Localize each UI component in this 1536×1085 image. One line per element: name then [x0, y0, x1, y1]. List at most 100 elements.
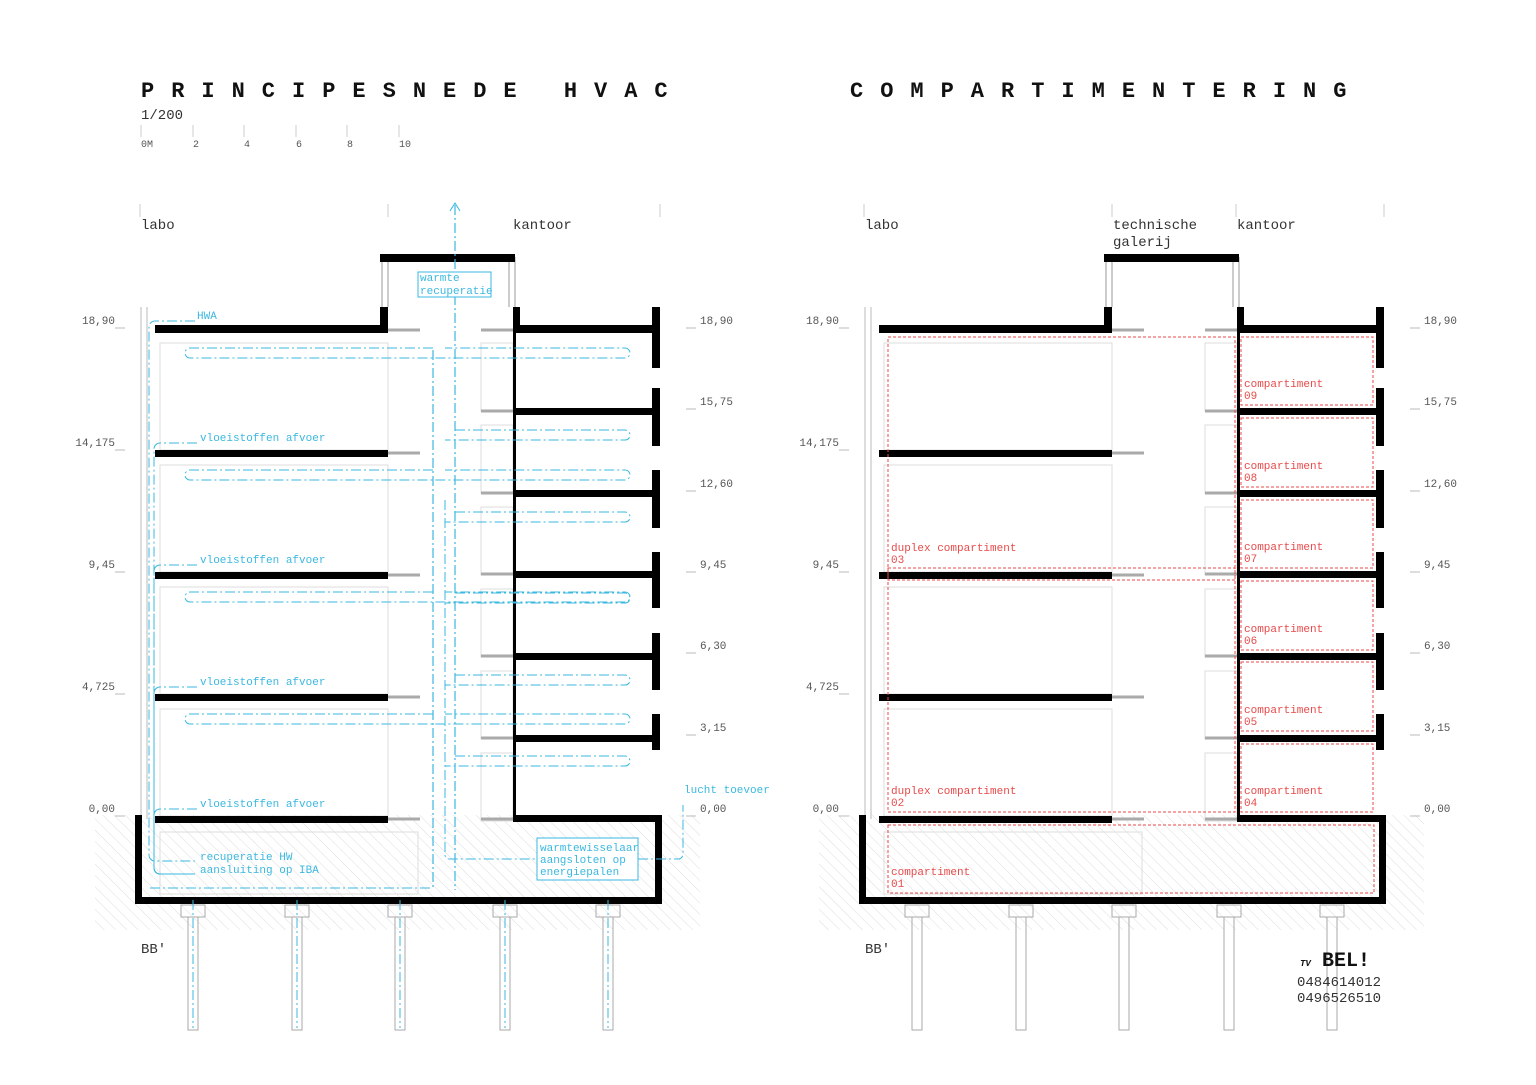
level-label: 9,45 [1424, 560, 1450, 572]
pile [1223, 916, 1235, 1031]
level-label: 0,00 [700, 804, 726, 816]
wall [380, 254, 515, 262]
loop [445, 755, 631, 767]
wall [380, 307, 388, 333]
scale-label: 0M [141, 140, 153, 151]
level-label: 0,00 [1424, 804, 1450, 816]
label-box [536, 837, 639, 881]
level-label: 12,60 [700, 479, 733, 491]
annotation: lucht toevoer [684, 785, 770, 797]
annotation: warmtewisselaar [540, 843, 639, 855]
scale: 1/200 [141, 108, 183, 124]
loop [184, 347, 631, 359]
wall [513, 325, 660, 333]
compartment-label: compartiment [1244, 542, 1323, 554]
floor-slab [1237, 490, 1384, 497]
compartment-label: compartiment [1244, 624, 1323, 636]
loop [445, 674, 631, 686]
floor-slab [155, 816, 388, 823]
pile [499, 916, 511, 1031]
wall [652, 552, 660, 608]
compartment-number: 07 [1244, 554, 1257, 566]
pipe [153, 808, 197, 875]
wall [1376, 470, 1384, 528]
wall [1104, 254, 1239, 262]
compartment-label: compartiment [1244, 786, 1323, 798]
floor-slab [1237, 735, 1384, 742]
level-label: 9,45 [813, 560, 839, 572]
scale-label: 2 [193, 140, 199, 151]
zone-label: galerij [1113, 235, 1172, 251]
section-label: BB' [141, 942, 166, 958]
pile [1326, 916, 1338, 1031]
pile [394, 916, 406, 1031]
compartment-label: compartiment [1244, 705, 1323, 717]
ground [819, 815, 1424, 930]
wall [1379, 815, 1386, 904]
compartment-outline [1240, 417, 1374, 488]
level-label: 12,60 [1424, 479, 1457, 491]
pile [291, 916, 303, 1031]
phone: 0496526510 [1297, 991, 1381, 1007]
pipe [153, 686, 197, 875]
scale-label: 10 [399, 140, 411, 151]
pile [1015, 916, 1027, 1031]
scale-label: 4 [244, 140, 250, 151]
loop [184, 713, 631, 725]
compartment-label: compartiment [1244, 461, 1323, 473]
wall [652, 714, 660, 750]
level-label: 6,30 [700, 641, 726, 653]
loop [184, 469, 631, 481]
annotation: vloeistoffen afvoer [200, 555, 325, 567]
label-box [417, 271, 492, 298]
wall [652, 388, 660, 446]
compartment-number: 01 [891, 879, 905, 891]
annotation: aansluiting op IBA [200, 865, 319, 877]
compartment-outline [1240, 661, 1374, 732]
compartment-outline [1240, 743, 1374, 813]
wall [135, 897, 662, 904]
wall [859, 815, 866, 904]
zone-label: technische [1113, 218, 1197, 234]
floor-slab [879, 450, 1112, 457]
floor-slab [1237, 408, 1384, 415]
floor-slab [513, 490, 660, 497]
pile [1118, 916, 1130, 1031]
annotation: recuperatie HW [200, 852, 293, 864]
floor-slab [513, 653, 660, 660]
scale-label: 6 [296, 140, 302, 151]
floor-slab [879, 694, 1112, 701]
floor-slab [155, 572, 388, 579]
loop [445, 429, 631, 441]
level-label: 18,90 [806, 316, 839, 328]
level-label: 6,30 [1424, 641, 1450, 653]
floor-slab [513, 408, 660, 415]
floor-slab [513, 735, 660, 742]
zone-label: kantoor [1237, 218, 1296, 234]
pipe [444, 500, 537, 860]
wall [513, 307, 520, 333]
annotation: recuperatie [420, 286, 493, 298]
compartment-number: 02 [891, 798, 904, 810]
floor-slab [1237, 653, 1384, 660]
loop [445, 592, 631, 604]
wall [652, 633, 660, 690]
wall [1237, 325, 1384, 333]
zone-label: labo [141, 218, 175, 234]
annotation: energiepalen [540, 867, 619, 879]
annotation: warmte [420, 273, 460, 285]
loop [184, 591, 631, 603]
annotation: aangsloten op [540, 855, 626, 867]
loop [445, 511, 631, 523]
floor-slab [155, 450, 388, 457]
compartment-label: compartiment [891, 867, 970, 879]
room-outline [159, 831, 419, 895]
pipe [638, 805, 684, 860]
compartment-outline [1240, 336, 1374, 406]
logo-prefix: TV [1300, 959, 1312, 969]
title: COMPARTIMENTERING [850, 79, 1363, 104]
level-label: 3,15 [1424, 723, 1450, 735]
compartment-number: 06 [1244, 636, 1257, 648]
level-label: 14,175 [799, 438, 839, 450]
